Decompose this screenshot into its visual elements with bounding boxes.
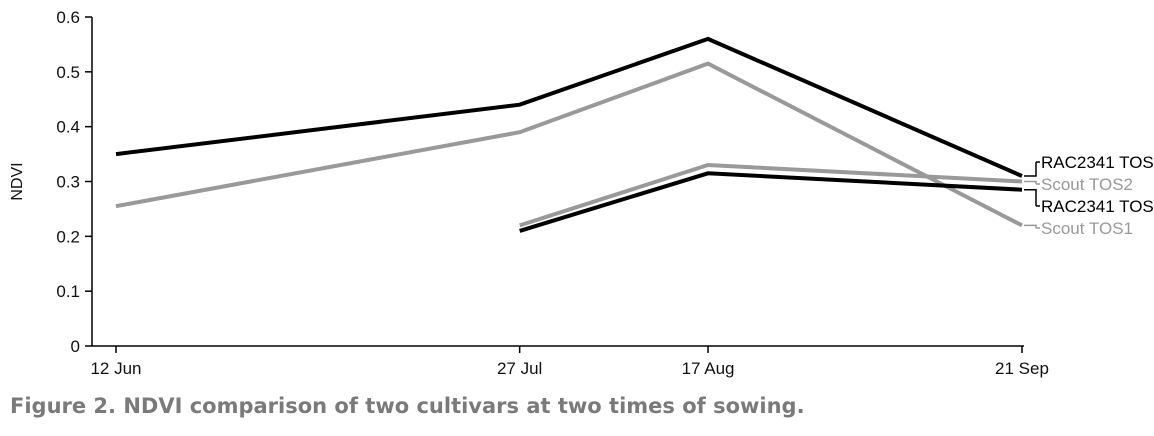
label-leader xyxy=(1024,188,1037,206)
label-leader xyxy=(1024,224,1037,228)
series-line-scout-tos1 xyxy=(115,61,1023,228)
series-line-scout-tos2 xyxy=(519,162,1023,228)
series-label-scout-tos1: Scout TOS1 xyxy=(1041,219,1133,238)
label-leader xyxy=(1024,180,1037,184)
series-line-rac2341-tos2 xyxy=(519,171,1023,233)
series-lines xyxy=(115,36,1023,233)
y-tick-label: 0.6 xyxy=(56,8,80,27)
x-tick-label: 27 Jul xyxy=(497,359,542,378)
y-tick-label: 0.3 xyxy=(56,173,80,192)
axes: 0 0.1 0.2 0.3 0.4 0.5 0.6 NDVI 12 Jun 27 Jul 17 Au… xyxy=(9,8,1049,378)
y-tick-label: 0.2 xyxy=(56,227,80,246)
y-tick-label: 0.4 xyxy=(56,118,80,137)
y-tick-label: 0 xyxy=(71,337,80,356)
y-tick-label: 0.5 xyxy=(56,63,80,82)
x-tick-label: 17 Aug xyxy=(682,359,735,378)
series-line-rac2341-tos1 xyxy=(115,36,1023,178)
y-tick-label: 0.1 xyxy=(56,282,80,301)
series-label-rac2341-tos1: RAC2341 TOS1 xyxy=(1041,153,1154,172)
series-label-scout-tos2: Scout TOS2 xyxy=(1041,175,1133,194)
series-label-rac2341-tos2: RAC2341 TOS2 xyxy=(1041,197,1154,216)
ndvi-line-chart: 0 0.1 0.2 0.3 0.4 0.5 0.6 NDVI 12 Jun 27 Jul 17 Au… xyxy=(9,8,1154,378)
series-labels: RAC2341 TOS1 Scout TOS2 RAC2341 TOS2 Scout … xyxy=(1024,153,1154,238)
y-axis-title: NDVI xyxy=(9,162,26,200)
label-leader xyxy=(1024,162,1037,177)
figure-caption: Figure 2. NDVI comparison of two cultiva… xyxy=(10,394,805,418)
x-tick-label: 12 Jun xyxy=(90,359,141,378)
x-tick-label: 21 Sep xyxy=(995,359,1049,378)
